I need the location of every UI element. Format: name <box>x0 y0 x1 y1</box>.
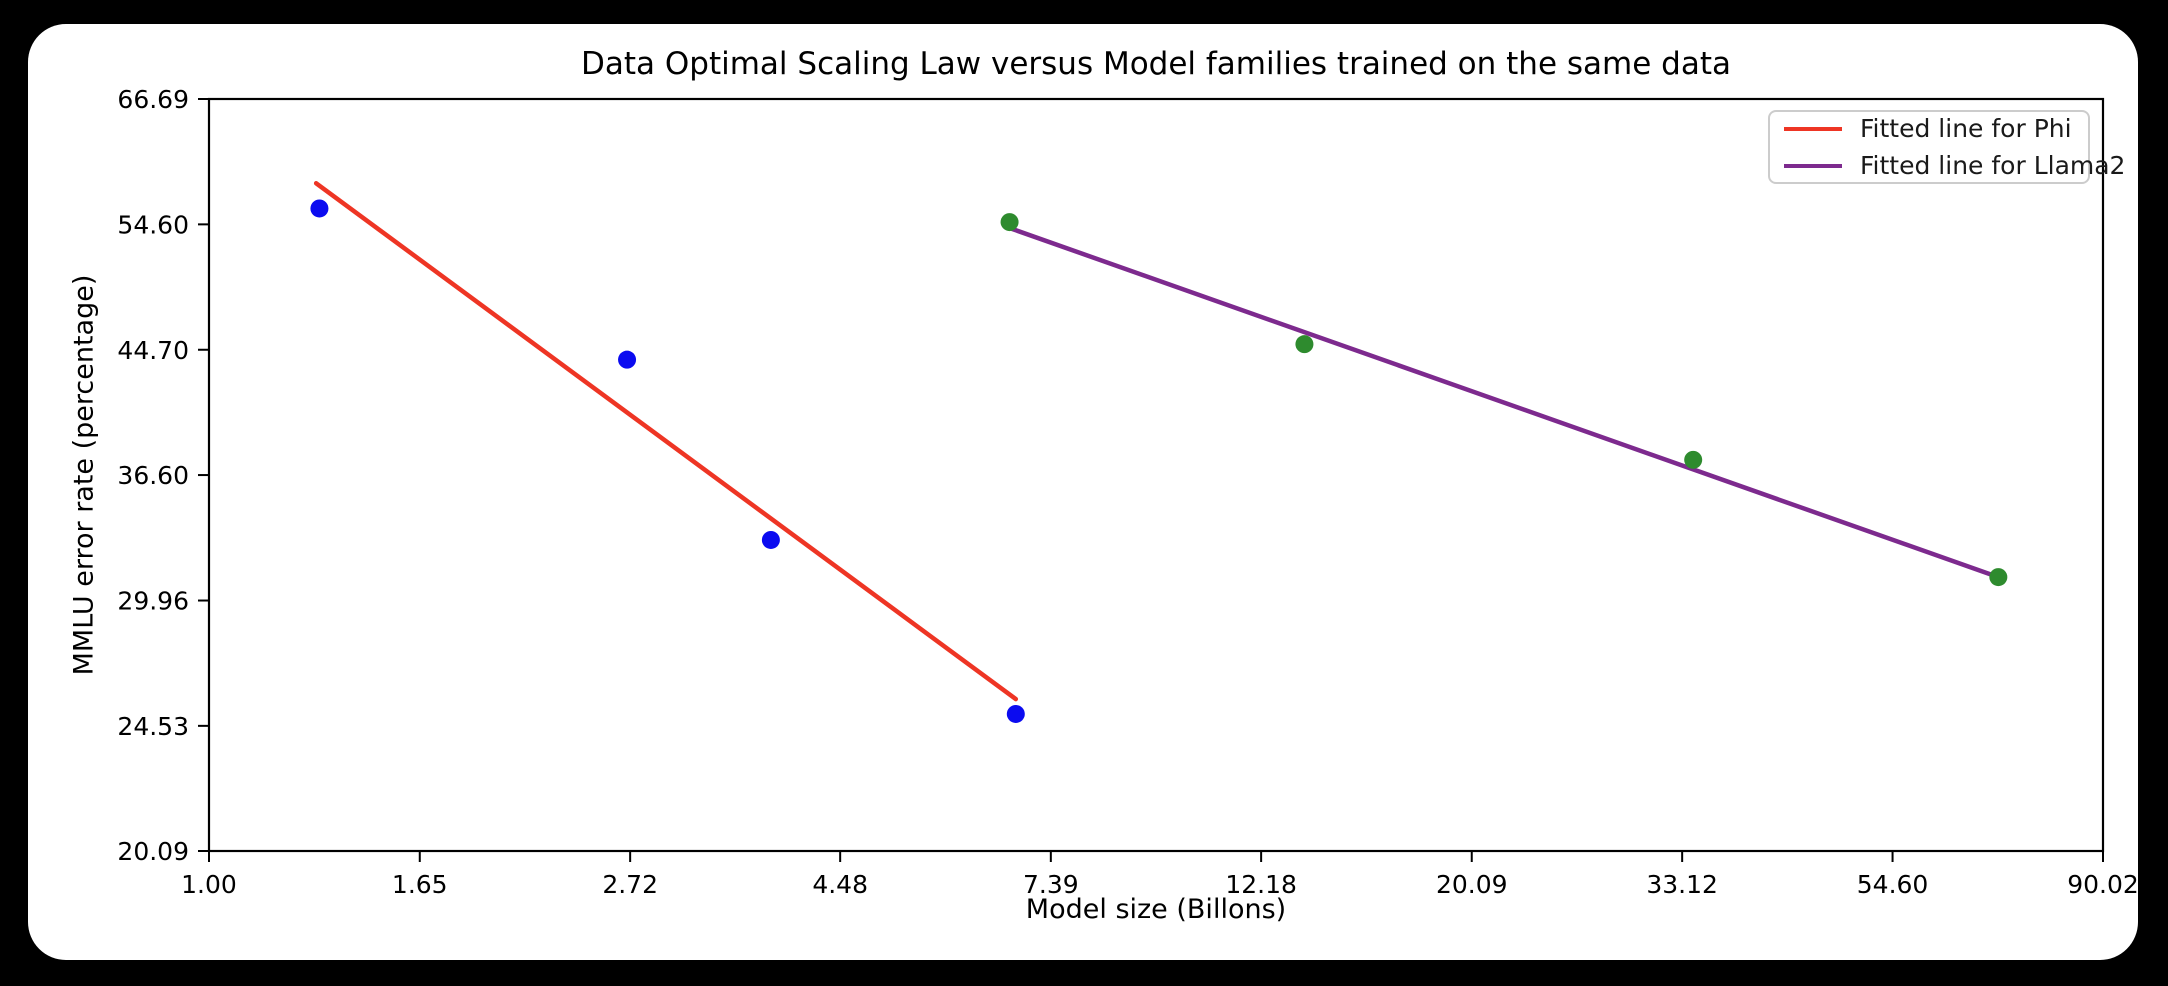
fitted-line-llama2-fit <box>1006 225 2001 580</box>
scatter-point-phi <box>1006 704 1025 723</box>
y-axis-label: MMLU error rate (percentage) <box>68 274 100 676</box>
x-tick-label: 1.00 <box>181 870 237 899</box>
y-tick-label: 66.69 <box>117 85 189 114</box>
legend-line-swatch-llama2 <box>1784 163 1842 168</box>
x-tick-label: 90.02 <box>2067 870 2139 899</box>
y-tick-label: 20.09 <box>117 837 189 866</box>
fitted-line-phi-fit <box>313 181 1019 702</box>
x-tick-label: 4.48 <box>812 870 868 899</box>
x-axis-label: Model size (Billons) <box>1025 894 1287 925</box>
x-tick-label: 12.18 <box>1225 870 1297 899</box>
x-tick-label: 7.39 <box>1023 870 1079 899</box>
scatter-point-phi <box>618 350 637 369</box>
scatter-point-llama2 <box>1684 450 1703 469</box>
scatter-point-llama2 <box>1000 213 1019 232</box>
y-tick-label: 29.96 <box>117 587 189 616</box>
scatter-point-phi <box>310 199 329 218</box>
y-tick-label: 24.53 <box>117 712 189 741</box>
x-tick-label: 1.65 <box>392 870 448 899</box>
y-tick-label: 44.70 <box>117 336 189 365</box>
legend-label-phi: Fitted line for Phi <box>1860 114 2072 143</box>
y-tick-label: 54.60 <box>117 210 189 239</box>
legend-entry-llama2: Fitted line for Llama2 <box>1784 151 2125 180</box>
legend-entry-phi: Fitted line for Phi <box>1784 114 2074 143</box>
x-tick-label: 33.12 <box>1646 870 1718 899</box>
x-tick-label: 54.60 <box>1857 870 1929 899</box>
x-tick-label: 20.09 <box>1436 870 1508 899</box>
legend-label-llama2: Fitted line for Llama2 <box>1860 151 2126 180</box>
scatter-point-llama2 <box>1295 335 1314 354</box>
scatter-point-phi <box>761 530 780 549</box>
chart-title: Data Optimal Scaling Law versus Model fa… <box>581 46 1731 82</box>
legend-box: Fitted line for Phi Fitted line for Llam… <box>1768 110 2125 184</box>
legend-line-swatch-phi <box>1784 126 1842 131</box>
plot-spines <box>207 97 2105 853</box>
x-tick-label: 2.72 <box>602 870 658 899</box>
scatter-point-llama2 <box>1989 568 2008 587</box>
y-tick-label: 36.60 <box>117 461 189 490</box>
